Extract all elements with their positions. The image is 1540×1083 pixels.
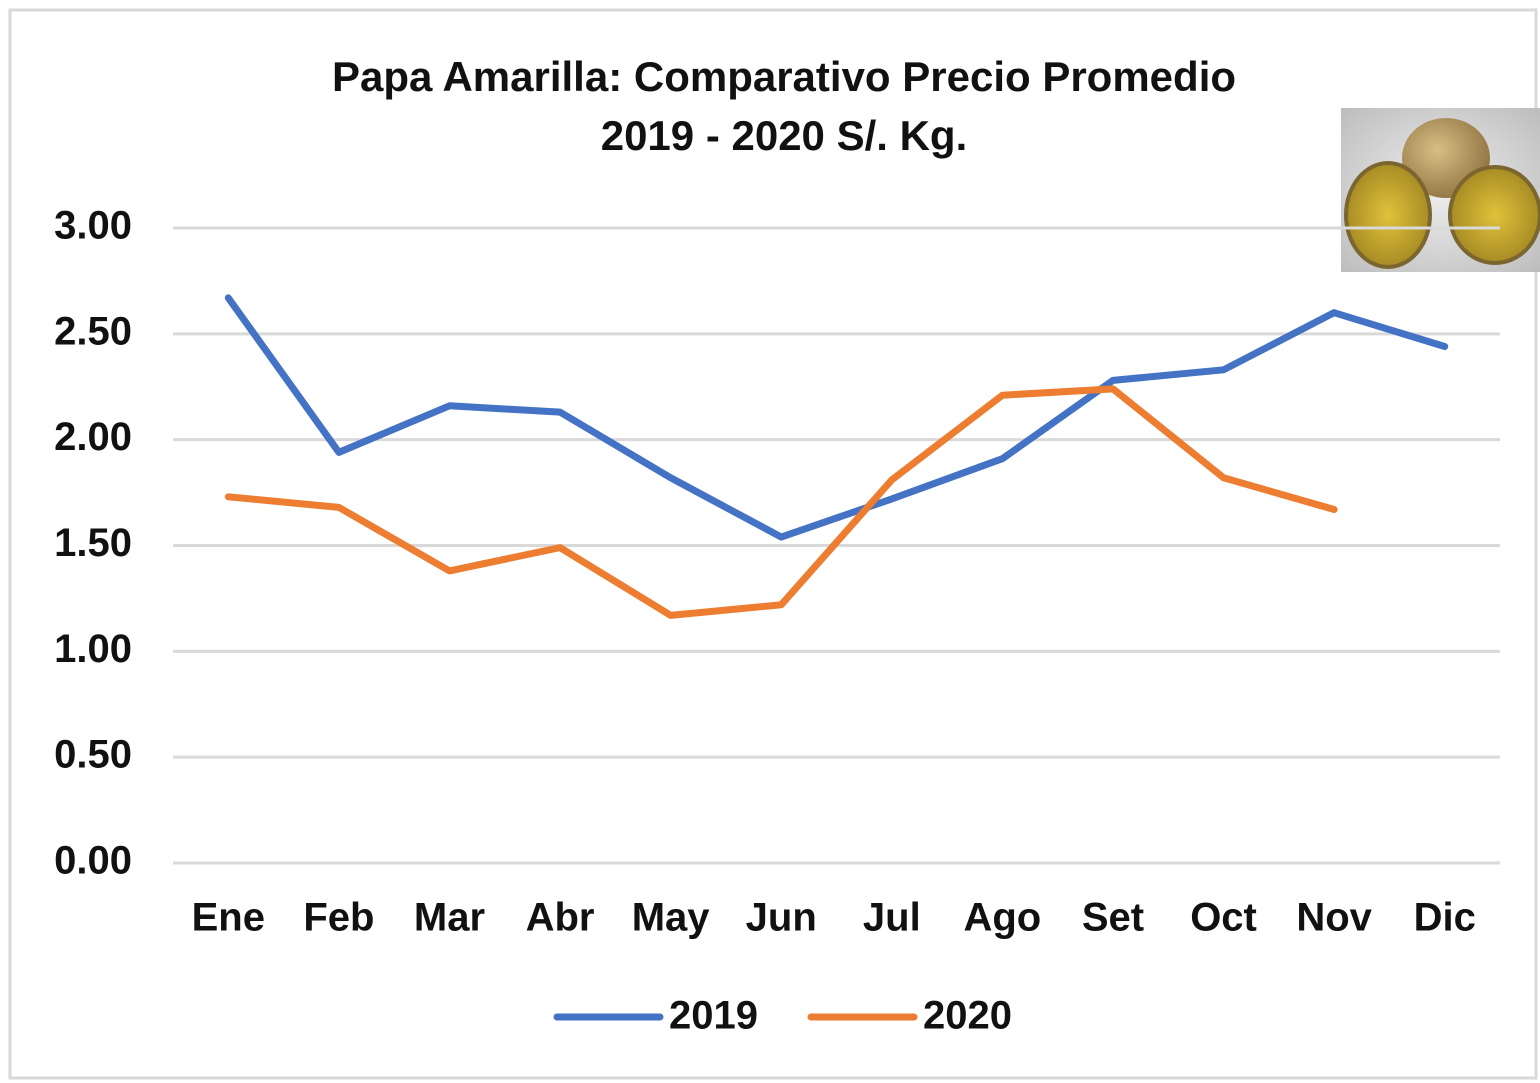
series-line (224, 385, 1338, 619)
y-tick-label: 2.00 (54, 415, 132, 459)
y-tick-label: 2.50 (54, 309, 132, 353)
x-tick-label: Set (1082, 896, 1144, 940)
x-tick-label: Feb (303, 896, 374, 940)
chart-title: Papa Amarilla: Comparativo Precio Promed… (332, 53, 1236, 100)
x-tick-label: May (632, 896, 711, 940)
y-tick-label: 1.00 (54, 627, 132, 671)
y-tick-label: 1.50 (54, 521, 132, 565)
chart-subtitle: 2019 - 2020 S/. Kg. (601, 112, 968, 159)
x-tick-label: Ene (192, 896, 265, 940)
legend-label: 2020 (923, 994, 1012, 1038)
x-tick-label: Ago (963, 896, 1041, 940)
x-tick-label: Oct (1190, 896, 1257, 940)
y-tick-label: 3.00 (54, 204, 132, 248)
y-tick-label: 0.50 (54, 733, 132, 777)
potato-photo (1341, 108, 1540, 272)
series-line (224, 294, 1449, 541)
y-tick-label: 0.00 (54, 839, 132, 883)
x-tick-label: Mar (414, 896, 485, 940)
x-tick-label: Jun (746, 896, 817, 940)
x-tick-label: Dic (1414, 896, 1476, 940)
legend-label: 2019 (669, 994, 758, 1038)
x-tick-label: Jul (863, 896, 921, 940)
x-tick-label: Abr (526, 896, 595, 940)
x-tick-label: Nov (1296, 896, 1372, 940)
